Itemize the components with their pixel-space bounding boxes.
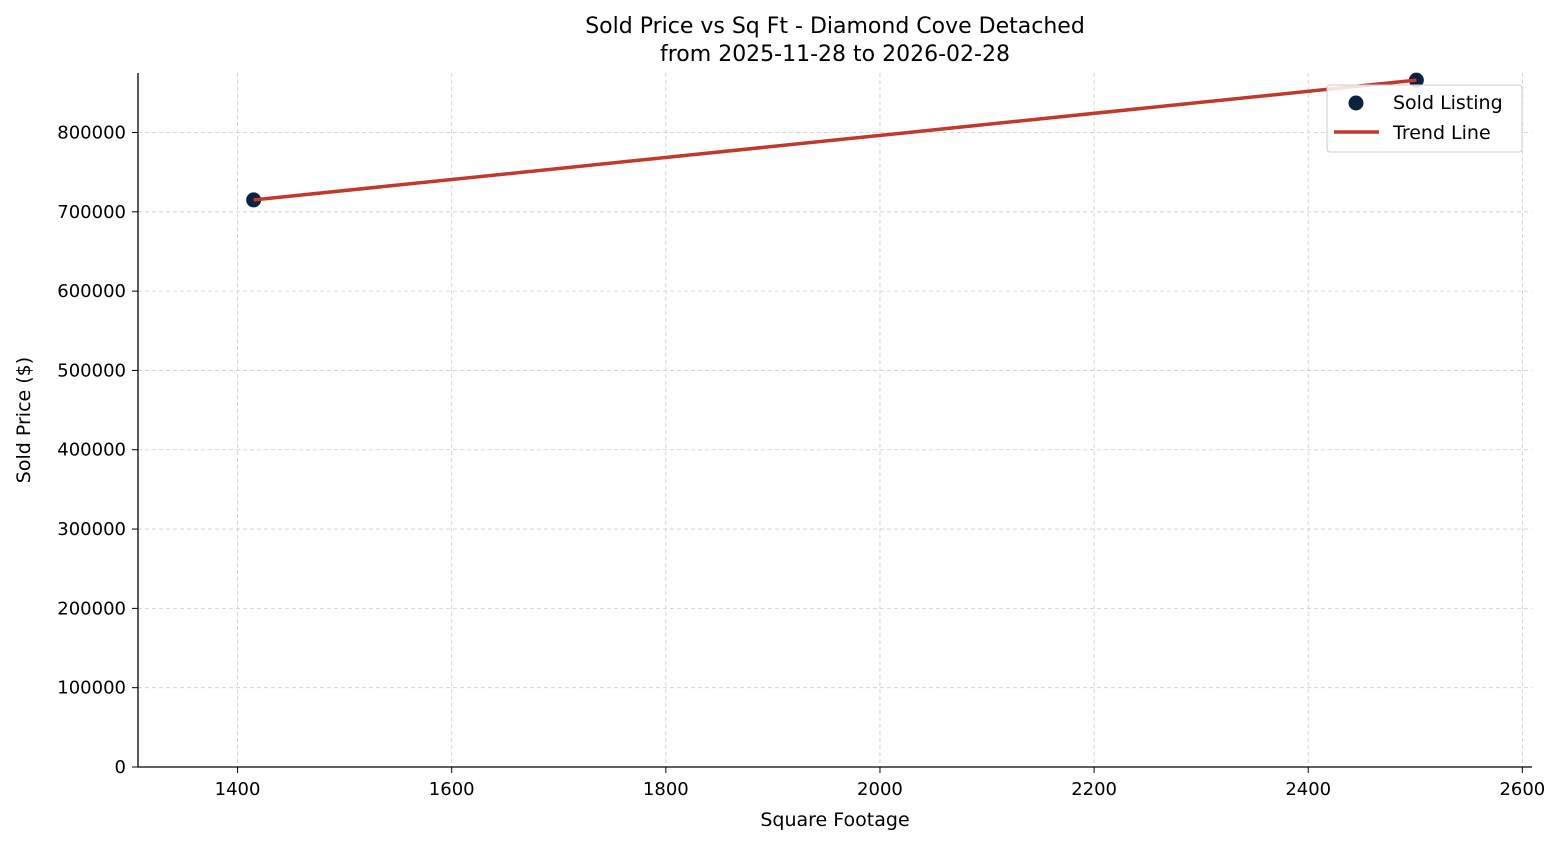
x-tick-label: 2600 bbox=[1499, 779, 1545, 800]
x-tick-label: 1600 bbox=[429, 779, 475, 800]
y-tick-label: 400000 bbox=[57, 440, 126, 461]
x-tick-label: 2200 bbox=[1071, 779, 1117, 800]
x-tick-label: 2000 bbox=[857, 779, 903, 800]
chart-title: Sold Price vs Sq Ft - Diamond Cove Detac… bbox=[585, 14, 1085, 39]
y-tick-label: 100000 bbox=[57, 678, 126, 699]
legend-box bbox=[1326, 84, 1523, 153]
x-axis-label: Square Footage bbox=[760, 809, 909, 831]
y-tick-label: 200000 bbox=[57, 598, 126, 619]
x-tick-label: 1400 bbox=[215, 779, 261, 800]
legend-marker-sold-listing bbox=[1348, 95, 1364, 111]
trend-line bbox=[253, 78, 1417, 202]
x-tick-label: 2400 bbox=[1285, 779, 1331, 800]
y-tick-label: 500000 bbox=[57, 360, 126, 381]
legend-label-trend-line: Trend Line bbox=[1392, 122, 1491, 144]
legend-label-sold-listing: Sold Listing bbox=[1393, 92, 1503, 114]
x-tick-label: 1800 bbox=[643, 779, 689, 800]
marks bbox=[246, 72, 1424, 208]
y-tick-label: 600000 bbox=[57, 281, 126, 302]
y-axis-label: Sold Price ($) bbox=[13, 357, 35, 483]
y-tick-label: 0 bbox=[115, 757, 126, 778]
legend: Sold Listing Trend Line bbox=[1326, 84, 1523, 153]
ticks: 1400 1600 1800 2000 2200 2400 2600 0 100000 20000… bbox=[57, 122, 1545, 800]
y-tick-label: 800000 bbox=[57, 122, 126, 143]
y-tick-label: 300000 bbox=[57, 519, 126, 540]
chart-subtitle: from 2025-11-28 to 2026-02-28 bbox=[660, 42, 1010, 67]
grid bbox=[138, 73, 1532, 768]
y-tick-label: 700000 bbox=[57, 202, 126, 223]
